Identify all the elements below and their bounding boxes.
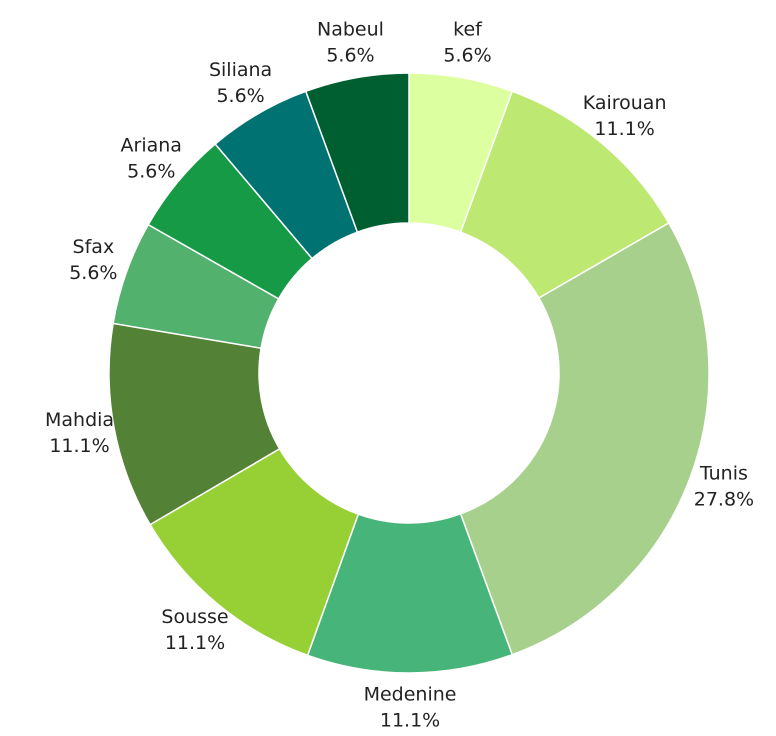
slice-value: 11.1% <box>380 709 440 731</box>
slice-label: Kairouan <box>583 92 667 114</box>
slice-label: Sfax <box>73 236 115 258</box>
slice-label: Medenine <box>364 683 457 705</box>
slice-value: 5.6% <box>69 262 117 284</box>
slice-label: Siliana <box>209 59 272 81</box>
slice-value: 11.1% <box>594 118 654 140</box>
donut-slice <box>459 221 710 656</box>
slice-label: Tunis <box>699 463 748 485</box>
slice-value: 5.6% <box>216 85 264 107</box>
slice-label: Ariana <box>121 135 182 157</box>
slice-label: kef <box>453 19 483 41</box>
slice-label: Mahdia <box>45 409 114 431</box>
slice-label: Sousse <box>161 606 228 628</box>
slice-label: Nabeul <box>317 19 384 41</box>
slice-value: 5.6% <box>326 45 374 67</box>
slice-value: 11.1% <box>165 632 225 654</box>
slice-value: 5.6% <box>443 45 491 67</box>
slice-value: 5.6% <box>127 161 175 183</box>
donut-slice <box>304 72 410 234</box>
slice-value: 27.8% <box>694 489 754 511</box>
slice-value: 11.1% <box>49 435 109 457</box>
